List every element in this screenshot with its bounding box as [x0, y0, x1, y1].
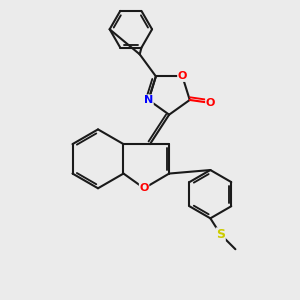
- Text: O: O: [206, 98, 215, 108]
- Text: S: S: [216, 228, 225, 241]
- Text: N: N: [144, 95, 153, 105]
- Text: O: O: [178, 71, 187, 81]
- Text: O: O: [140, 183, 149, 193]
